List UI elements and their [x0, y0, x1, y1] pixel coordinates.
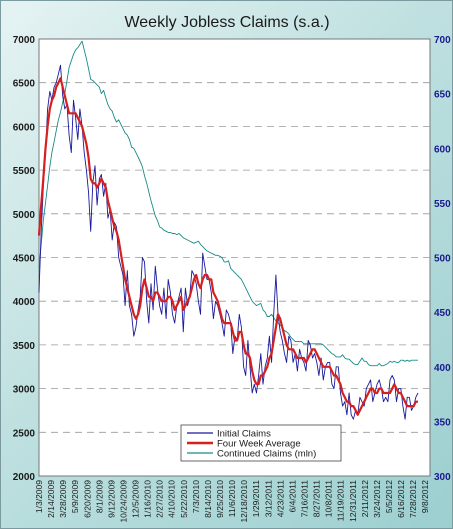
right-axis-tick-label: 400 — [434, 363, 451, 374]
x-axis-tick-label: 4/10/2010 — [167, 480, 177, 518]
x-axis-tick-label: 6/16/2012 — [396, 480, 406, 518]
legend-label: Continued Claims (mln) — [217, 449, 316, 460]
left-axis-tick-label: 3000 — [13, 385, 36, 396]
left-axis-tick-label: 6000 — [13, 122, 36, 133]
x-axis-tick-label: 8/1/2009 — [94, 480, 104, 513]
right-axis-tick-label: 550 — [434, 199, 451, 210]
right-axis-tick-label: 350 — [434, 417, 451, 428]
right-axis-tick-label: 650 — [434, 90, 451, 101]
x-axis-tick-label: 10/24/2009 — [118, 480, 128, 523]
x-axis-tick-label: 6/20/2009 — [82, 480, 92, 518]
legend-label: Four Week Average — [217, 439, 301, 450]
right-axis-tick-label: 300 — [434, 472, 451, 483]
left-axis-tick-label: 5500 — [13, 166, 36, 177]
x-axis-tick-label: 5/5/2012 — [384, 480, 394, 513]
x-axis-tick-label: 12/18/2010 — [239, 480, 249, 523]
x-axis-tick-label: 9/8/2012 — [420, 480, 430, 513]
x-axis-tick-label: 11/19/2011 — [336, 480, 346, 522]
x-axis: 1/3/2009 2/14/2009 3/28/2009 5/9/2009 6/20/2… — [34, 480, 430, 523]
x-axis-tick-label: 1/29/2011 — [251, 480, 261, 517]
left-axis: 2000 2500 3000 3500 4000 4500 5000 5500 6000 6500… — [13, 35, 36, 483]
x-axis-tick-label: 2/14/2009 — [46, 480, 56, 518]
left-axis-tick-label: 7000 — [13, 35, 36, 46]
x-axis-tick-label: 8/14/2010 — [203, 480, 213, 518]
series-line-continued-claims-mln — [38, 40, 418, 367]
left-axis-tick-label: 2000 — [13, 472, 36, 483]
x-axis-tick-label: 1/16/2010 — [143, 480, 153, 518]
left-axis-tick-label: 4000 — [13, 297, 36, 308]
x-axis-tick-label: 10/8/2011 — [324, 480, 334, 517]
x-axis-tick-label: 4/23/2011 — [275, 480, 285, 517]
x-axis-tick-label: 5/22/2010 — [179, 480, 189, 518]
left-axis-tick-label: 6500 — [13, 79, 36, 90]
left-axis-tick-label: 4500 — [13, 254, 36, 265]
gridlines — [39, 82, 430, 433]
right-axis-tick-label: 700 — [434, 35, 451, 46]
chart-title: Weekly Jobless Claims (s.a.) — [124, 14, 329, 31]
x-axis-tick-label: 3/28/2009 — [58, 480, 68, 518]
series-line-four-week-average — [37, 77, 418, 416]
x-axis-tick-label: 1/3/2009 — [34, 480, 44, 513]
x-axis-tick-label: 3/24/2012 — [372, 480, 382, 518]
right-axis-tick-label: 450 — [434, 308, 451, 319]
x-axis-tick-label: 9/25/2010 — [215, 480, 225, 518]
right-axis: 300 350 400 450 500 550 600 650 700 — [434, 35, 451, 483]
x-axis-tick-label: 12/31/2011 — [348, 480, 358, 522]
x-axis-tick-label: 5/9/2009 — [70, 480, 80, 513]
left-axis-tick-label: 2500 — [13, 428, 36, 439]
x-axis-tick-label: 3/12/2011 — [263, 480, 273, 517]
legend-label: Initial Claims — [217, 429, 271, 440]
x-axis-tick-label: 8/27/2011 — [312, 480, 322, 517]
right-axis-tick-label: 500 — [434, 254, 451, 265]
left-axis-tick-label: 5000 — [13, 210, 36, 221]
x-axis-tick-label: 6/4/2011 — [287, 480, 297, 513]
x-axis-tick-label: 2/27/2010 — [155, 480, 165, 518]
x-axis-tick-label: 7/16/2011 — [299, 480, 309, 517]
right-axis-tick-label: 600 — [434, 144, 451, 155]
x-axis-tick-label: 9/12/2009 — [106, 480, 116, 518]
series-layer — [37, 40, 419, 420]
x-axis-tick-label: 12/5/2009 — [131, 480, 141, 518]
x-axis-tick-label: 11/6/2010 — [227, 480, 237, 517]
left-axis-tick-label: 3500 — [13, 341, 36, 352]
x-axis-tick-label: 7/28/2012 — [408, 480, 418, 518]
x-axis-tick-label: 7/3/2010 — [191, 480, 201, 513]
x-axis-tick-label: 2/11/2012 — [360, 480, 370, 517]
